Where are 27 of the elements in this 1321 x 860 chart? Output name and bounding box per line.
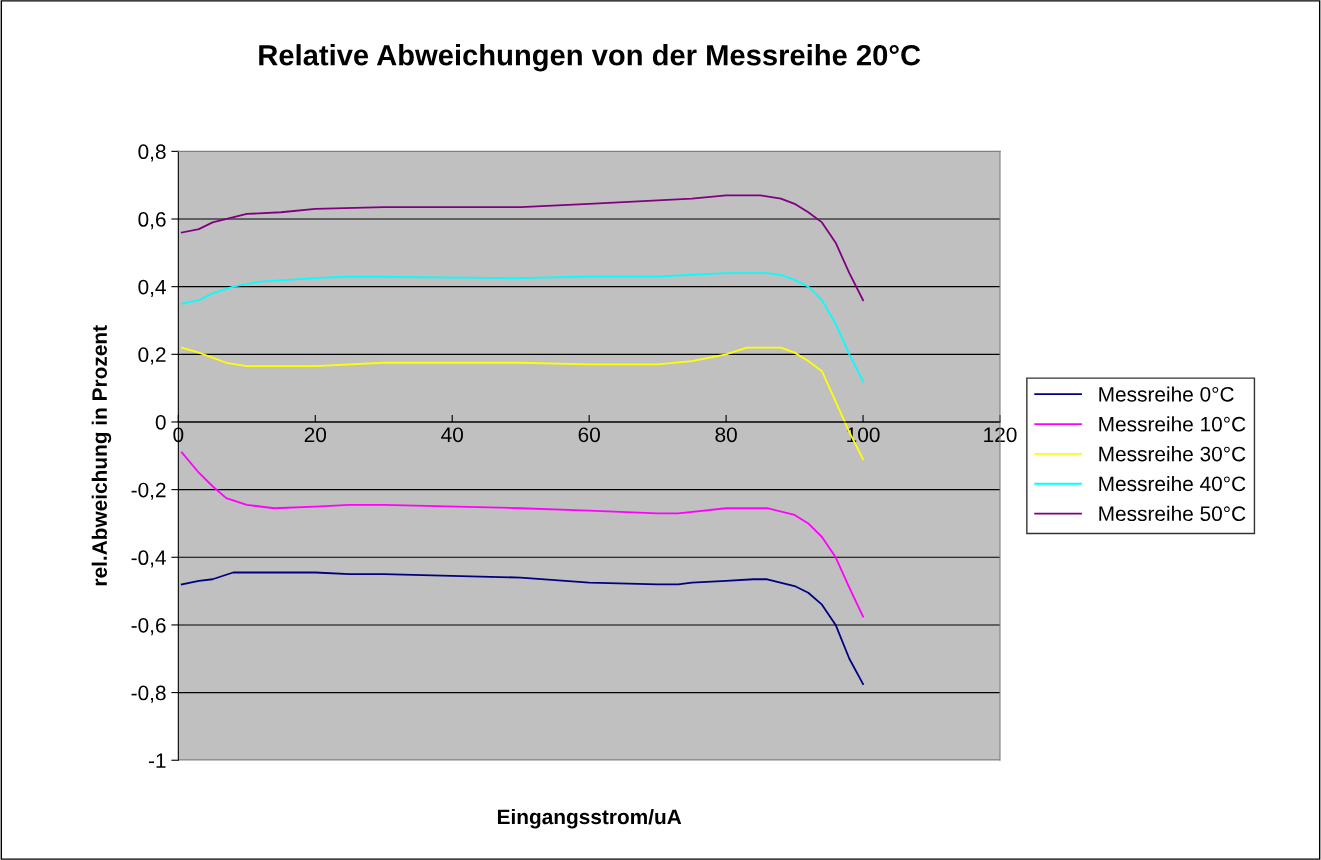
x-tick-label: 60: [578, 427, 600, 443]
y-tick-label: 0: [155, 414, 166, 430]
y-tick-label: 0,6: [138, 212, 166, 230]
x-tick-label: 40: [441, 427, 463, 443]
y-tick-label: -0,6: [131, 617, 166, 636]
line-series: [180, 272, 864, 383]
legend-label: Messreihe 30°C: [1099, 446, 1246, 462]
y-tick-label: -0,2: [131, 482, 166, 500]
x-axis-title: Eingangsstrom/uA: [497, 808, 682, 829]
legend-label: Messreihe 40°C: [1099, 475, 1246, 492]
line-series: [180, 194, 864, 302]
y-tick-label: 0,2: [138, 347, 166, 365]
y-tick-label: -1: [148, 753, 166, 768]
x-tick-label: 80: [715, 427, 737, 443]
legend-label: Messreihe 0°C: [1099, 386, 1234, 402]
legend-label: Messreihe 50°C: [1099, 505, 1246, 522]
y-tick-label: 0,8: [138, 144, 166, 162]
y-tick-label: -0,4: [131, 550, 166, 568]
x-tick-label: 20: [304, 427, 327, 443]
y-tick-label: 0,4: [138, 279, 166, 297]
line-series: [180, 451, 864, 618]
line-series: [180, 571, 864, 686]
x-tick-label: 120: [984, 427, 1017, 443]
chart-title: Relative Abweichungen von der Messreihe 20°C: [259, 44, 921, 72]
legend-label: Messreihe 10°C: [1099, 416, 1246, 432]
y-tick-label: -0,8: [131, 685, 166, 703]
y-axis-title: rel.Abweichung in Prozent: [91, 325, 112, 586]
